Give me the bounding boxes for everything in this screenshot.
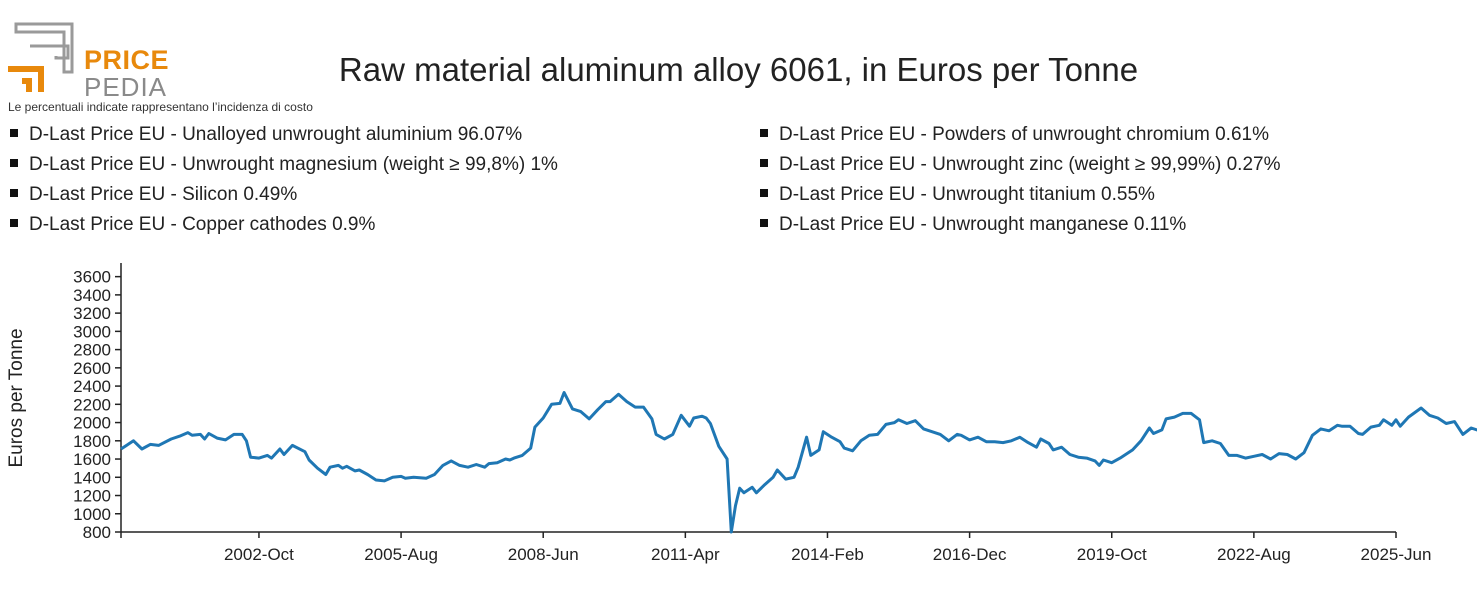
legend-item: D-Last Price EU - Powders of unwrought c… — [760, 120, 1280, 150]
y-axis: 8001000120014001600180020002200240026002… — [73, 262, 122, 542]
legend-marker-icon — [760, 129, 768, 137]
legend-item: D-Last Price EU - Unalloyed unwrought al… — [10, 120, 558, 150]
y-tick: 1200 — [73, 487, 121, 506]
legend-item: D-Last Price EU - Unwrought manganese 0.… — [760, 210, 1280, 240]
legend-right: D-Last Price EU - Powders of unwrought c… — [760, 120, 1280, 240]
y-tick-label: 1400 — [73, 468, 111, 487]
x-tick: 2014-Feb — [791, 532, 864, 564]
pricepedia-logo: PRICE PEDIA — [8, 22, 170, 100]
legend-marker-icon — [10, 129, 18, 137]
legend-left: D-Last Price EU - Unalloyed unwrought al… — [10, 120, 558, 240]
legend-item: D-Last Price EU - Unwrought magnesium (w… — [10, 150, 558, 180]
x-tick-label: 2011-Apr — [651, 545, 720, 564]
x-tick-label: 2019-Oct — [1077, 545, 1147, 564]
y-tick: 1600 — [73, 450, 121, 469]
cost-note: Le percentuali indicate rappresentano l’… — [8, 100, 313, 114]
y-tick: 1000 — [73, 505, 121, 524]
x-tick-label: 2008-Jun — [508, 545, 579, 564]
y-tick-label: 1200 — [73, 487, 111, 506]
legend-marker-icon — [10, 219, 18, 227]
y-tick: 2800 — [73, 341, 121, 360]
y-axis-label: Euros per Tonne — [6, 328, 27, 467]
y-tick: 2000 — [73, 414, 121, 433]
legend-item: D-Last Price EU - Copper cathodes 0.9% — [10, 210, 558, 240]
x-tick-label: 2002-Oct — [224, 545, 294, 564]
logo-word-pedia: PEDIA — [84, 72, 168, 102]
y-tick-label: 1800 — [73, 432, 111, 451]
y-tick-label: 2400 — [73, 377, 111, 396]
y-tick-label: 2800 — [73, 341, 111, 360]
y-tick: 1800 — [73, 432, 121, 451]
y-tick-label: 3000 — [73, 322, 111, 341]
y-tick-label: 1000 — [73, 505, 111, 524]
y-tick-label: 3400 — [73, 286, 111, 305]
x-tick-label: 2022-Aug — [1217, 545, 1291, 564]
chart-title: Raw material aluminum alloy 6061, in Eur… — [338, 51, 1139, 88]
y-tick: 1400 — [73, 468, 121, 487]
x-tick: 2019-Oct — [1077, 532, 1147, 564]
x-axis: 2002-Oct 2005-Aug 2008-Jun 2011-Apr 2014-Feb… — [120, 531, 1432, 564]
y-tick: 2400 — [73, 377, 121, 396]
y-tick: 2600 — [73, 359, 121, 378]
x-tick: 2022-Aug — [1217, 532, 1291, 564]
y-tick-label: 2000 — [73, 414, 111, 433]
y-tick-label: 3600 — [73, 268, 111, 287]
y-tick: 800 — [83, 523, 121, 542]
x-tick: 2002-Oct — [224, 532, 294, 564]
y-tick: 2200 — [73, 395, 121, 414]
y-tick-label: 3200 — [73, 304, 111, 323]
y-tick: 3000 — [73, 322, 121, 341]
legend-item: D-Last Price EU - Unwrought zinc (weight… — [760, 150, 1280, 180]
x-tick-label: 2005-Aug — [364, 545, 438, 564]
y-tick-label: 800 — [83, 523, 111, 542]
logo-mark-icon — [8, 22, 74, 92]
x-tick-label: 2025-Jun — [1361, 545, 1432, 564]
legend-marker-icon — [760, 159, 768, 167]
legend-marker-icon — [10, 189, 18, 197]
legend-item: D-Last Price EU - Silicon 0.49% — [10, 180, 558, 210]
x-tick: 2016-Dec — [933, 532, 1007, 564]
legend-marker-icon — [760, 189, 768, 197]
legend-item: D-Last Price EU - Unwrought titanium 0.5… — [760, 180, 1280, 210]
x-tick: 2011-Apr — [651, 532, 720, 564]
y-tick: 3600 — [73, 268, 121, 287]
series-line — [120, 391, 1477, 534]
legend-marker-icon — [10, 159, 18, 167]
y-tick: 3400 — [73, 286, 121, 305]
y-tick-label: 2600 — [73, 359, 111, 378]
y-tick: 3200 — [73, 304, 121, 323]
y-tick-label: 2200 — [73, 395, 111, 414]
x-tick: 2005-Aug — [364, 532, 438, 564]
logo-word-price: PRICE — [84, 45, 170, 75]
legend-marker-icon — [760, 219, 768, 227]
x-tick: 2025-Jun — [1361, 532, 1432, 564]
x-tick: 2008-Jun — [508, 532, 579, 564]
y-tick-label: 1600 — [73, 450, 111, 469]
x-tick-label: 2016-Dec — [933, 545, 1007, 564]
x-tick-label: 2014-Feb — [791, 545, 864, 564]
